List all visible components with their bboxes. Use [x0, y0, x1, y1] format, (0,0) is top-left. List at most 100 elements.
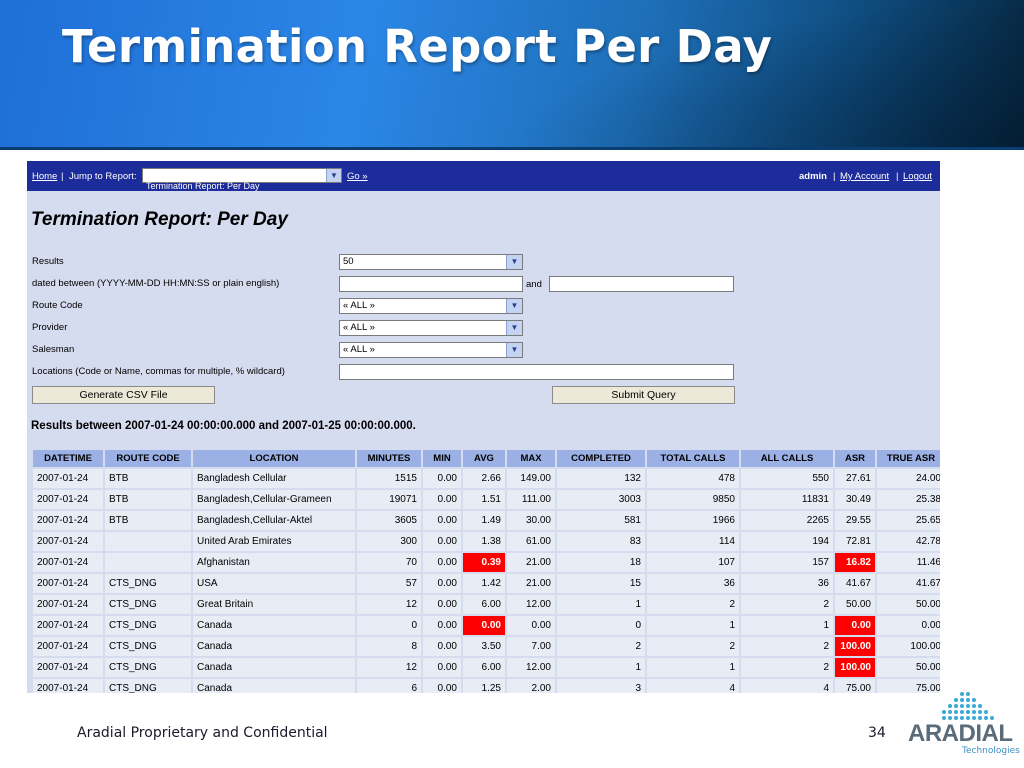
- table-cell: 24.00: [877, 469, 940, 488]
- table-cell: 1.38: [463, 532, 505, 551]
- results-label: Results: [32, 256, 64, 267]
- logo-dot: [984, 716, 988, 720]
- logo-dot: [948, 716, 952, 720]
- slide-title: Termination Report Per Day: [62, 20, 773, 73]
- column-header: ROUTE CODE: [105, 450, 191, 467]
- table-cell: CTS_DNG: [105, 574, 191, 593]
- table-cell: 19071: [357, 490, 421, 509]
- table-cell: 42.78: [877, 532, 940, 551]
- generate-csv-button[interactable]: Generate CSV File: [32, 386, 215, 404]
- table-cell: 0.00: [423, 658, 461, 677]
- column-header: AVG: [463, 450, 505, 467]
- logout-link[interactable]: Logout: [903, 171, 933, 182]
- table-cell: 4: [741, 679, 833, 693]
- top-navbar: Home | Jump to Report: Termination Repor…: [27, 161, 940, 191]
- table-cell: 1: [647, 658, 739, 677]
- my-account-link[interactable]: My Account: [840, 171, 890, 182]
- logo-dot: [966, 692, 970, 696]
- table-cell: Canada: [193, 658, 355, 677]
- locations-input[interactable]: [339, 364, 734, 380]
- table-cell: 300: [357, 532, 421, 551]
- table-cell: 2: [647, 637, 739, 656]
- table-cell: 0.00: [835, 616, 875, 635]
- table-cell: BTB: [105, 490, 191, 509]
- salesman-select[interactable]: « ALL » ▼: [339, 342, 523, 358]
- table-row: 2007-01-24 CTS_DNG Canada 0 0.00 0.00 0.00 0 1 1 0…: [33, 616, 940, 635]
- route-code-label: Route Code: [32, 300, 83, 311]
- table-cell: 132: [557, 469, 645, 488]
- jump-to-report-label: Jump to Report:: [69, 171, 137, 182]
- table-cell: 194: [741, 532, 833, 551]
- column-header: ALL CALLS: [741, 450, 833, 467]
- home-link[interactable]: Home: [32, 171, 58, 182]
- table-cell: Bangladesh Cellular: [193, 469, 355, 488]
- table-cell: 0.00: [507, 616, 555, 635]
- table-cell: 6: [357, 679, 421, 693]
- go-link[interactable]: Go »: [347, 171, 368, 182]
- table-cell: 1.42: [463, 574, 505, 593]
- banner-shading: [504, 0, 1024, 147]
- table-cell: 0.00: [423, 511, 461, 530]
- jump-to-report-select[interactable]: Termination Report: Per Day ▼: [142, 168, 342, 191]
- logo-dot: [972, 716, 976, 720]
- column-header: MAX: [507, 450, 555, 467]
- logo-dot: [984, 710, 988, 714]
- jump-to-report-value: Termination Report: Per Day: [146, 181, 260, 191]
- table-cell: 6.00: [463, 595, 505, 614]
- date-to-input[interactable]: [549, 276, 734, 292]
- table-cell: 2007-01-24: [33, 679, 103, 693]
- column-header: MINUTES: [357, 450, 421, 467]
- submit-query-button[interactable]: Submit Query: [552, 386, 735, 404]
- chevron-down-icon: ▼: [326, 169, 341, 182]
- table-cell: Canada: [193, 679, 355, 693]
- table-cell: Bangladesh,Cellular-Aktel: [193, 511, 355, 530]
- logo-dot: [966, 710, 970, 714]
- table-cell: 25.65: [877, 511, 940, 530]
- logo-dot: [948, 704, 952, 708]
- table-cell: 0.00: [423, 574, 461, 593]
- table-cell: 0.00: [423, 553, 461, 572]
- table-cell: 3: [557, 679, 645, 693]
- page-heading: Termination Report: Per Day: [31, 209, 288, 230]
- chevron-down-icon: ▼: [506, 255, 522, 269]
- table-cell: 50.00: [877, 658, 940, 677]
- table-cell: CTS_DNG: [105, 595, 191, 614]
- date-from-input[interactable]: [339, 276, 523, 292]
- table-cell: BTB: [105, 469, 191, 488]
- table-row: 2007-01-24 CTS_DNG Canada 8 0.00 3.50 7.00 2 2 2 1…: [33, 637, 940, 656]
- logo-dot: [978, 710, 982, 714]
- table-cell: 11.46: [877, 553, 940, 572]
- footer-confidential: Aradial Proprietary and Confidential: [77, 725, 328, 741]
- results-select[interactable]: 50 ▼: [339, 254, 523, 270]
- table-cell: 581: [557, 511, 645, 530]
- table-cell: 75.00: [877, 679, 940, 693]
- table-cell: 2: [741, 595, 833, 614]
- table-cell: 2007-01-24: [33, 616, 103, 635]
- table-cell: 2: [647, 595, 739, 614]
- table-cell: 2265: [741, 511, 833, 530]
- table-cell: 2.00: [507, 679, 555, 693]
- table-cell: 149.00: [507, 469, 555, 488]
- table-cell: Bangladesh,Cellular-Grameen: [193, 490, 355, 509]
- table-cell: CTS_DNG: [105, 637, 191, 656]
- table-cell: 100.00: [835, 658, 875, 677]
- logo-dot: [960, 716, 964, 720]
- route-code-select[interactable]: « ALL » ▼: [339, 298, 523, 314]
- table-cell: 15: [557, 574, 645, 593]
- column-header: TRUE ASR: [877, 450, 940, 467]
- table-cell: 70: [357, 553, 421, 572]
- table-cell: 2007-01-24: [33, 637, 103, 656]
- column-header: TOTAL CALLS: [647, 450, 739, 467]
- table-cell: 27.61: [835, 469, 875, 488]
- table-cell: 50.00: [835, 595, 875, 614]
- table-cell: Canada: [193, 616, 355, 635]
- table-cell: 0: [357, 616, 421, 635]
- provider-select[interactable]: « ALL » ▼: [339, 320, 523, 336]
- table-cell: 50.00: [877, 595, 940, 614]
- table-cell: 0.00: [423, 595, 461, 614]
- table-cell: 1: [557, 595, 645, 614]
- table-cell: 1: [741, 616, 833, 635]
- table-cell: 36: [647, 574, 739, 593]
- logo-dot: [942, 716, 946, 720]
- table-cell: 2007-01-24: [33, 553, 103, 572]
